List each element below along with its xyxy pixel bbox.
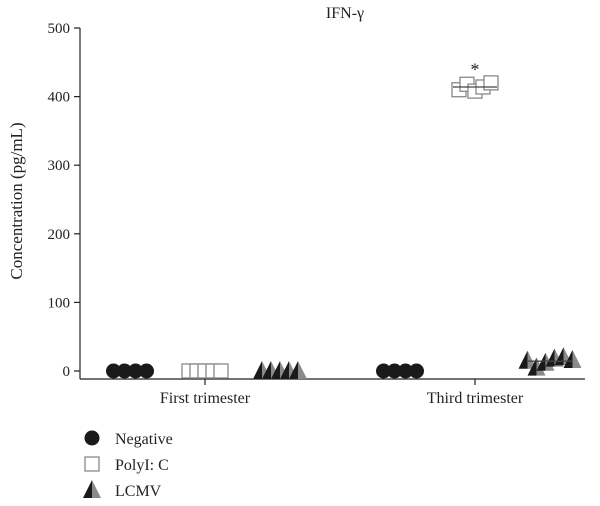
data-point [128,363,143,379]
data-point [376,363,391,379]
y-tick-label: 100 [48,295,71,311]
data-point [213,363,229,379]
y-tick-label: 400 [48,90,71,106]
legend-label: LCMV [115,483,162,500]
triangle-left-half [253,361,262,379]
data-point [84,430,100,446]
triangle-left-half [563,350,573,369]
legend: Negative PolyI: C LCMV [83,430,173,500]
legend-label: Negative [115,431,173,448]
y-tick-label: 500 [48,21,71,37]
significance-marker: * [471,60,480,80]
triangle-left-half [545,348,555,367]
x-tick-label: Third trimester [427,390,524,407]
triangle-left-half [280,361,289,379]
data-point [563,350,582,369]
data-point [398,363,413,379]
triangle-right-half [298,361,307,379]
x-tick-label: First trimester [160,390,251,407]
triangle-left-half [518,350,528,369]
data-point [483,75,499,91]
data-point [139,363,154,379]
triangle-left-half [262,361,271,379]
axes: 0 100 200 300 400 500 First trimester Third tri… [48,21,585,407]
triangle-right-half [572,350,582,369]
data-point [83,480,101,498]
data-point [409,363,424,379]
triangle-right-half [92,480,101,498]
y-tick-label: 0 [63,364,71,380]
data-point [106,363,121,379]
y-tick-label: 200 [48,227,71,243]
triangle-left-half [527,357,537,376]
legend-label: PolyI: C [115,457,169,474]
data-point [387,363,402,379]
y-axis-label: Concentration (pg/mL) [7,122,26,279]
triangle-left-half [83,480,92,498]
triangle-left-half [271,361,280,379]
data-point [289,361,307,379]
chart-title: IFN-γ [326,5,364,22]
plot-area: * [106,60,582,379]
y-tick-label: 300 [48,158,71,174]
triangle-left-half [289,361,298,379]
data-point [84,456,100,472]
data-point [117,363,132,379]
